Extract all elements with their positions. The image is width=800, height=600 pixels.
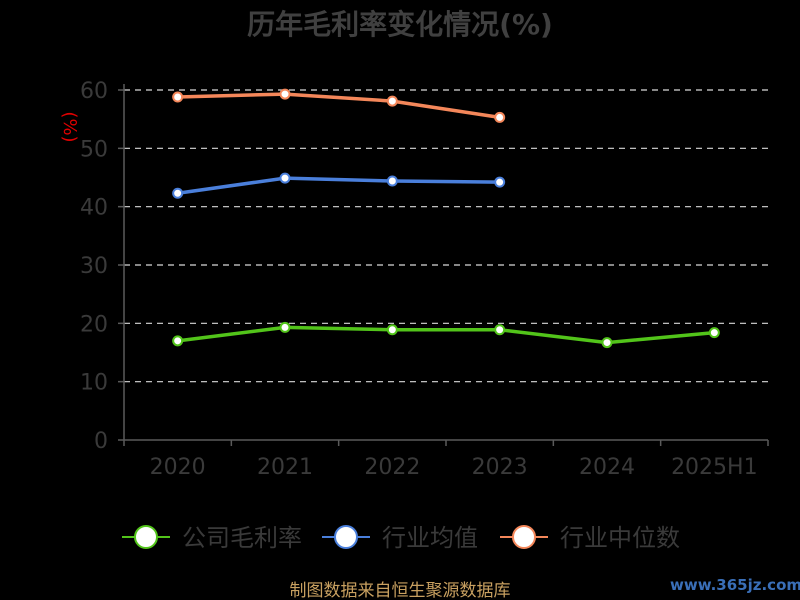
axes (118, 84, 769, 446)
grid-lines (124, 89, 768, 383)
y-tick-label: 40 (80, 196, 108, 221)
legend-label: 行业中位数 (560, 524, 680, 552)
data-point (172, 187, 184, 199)
source-note: 制图数据来自恒生聚源数据库 (290, 581, 511, 600)
x-tick-label: 2024 (579, 455, 635, 480)
series-line-2 (175, 92, 502, 120)
series-line-0 (175, 325, 717, 345)
y-tick-label: 50 (80, 137, 108, 162)
tick-labels: 0 10 20 30 40 50 60 2020 2021 2022 2023 2024 2025H1 (80, 79, 758, 480)
y-tick-label: 20 (80, 312, 108, 337)
x-tick-label: 2021 (257, 455, 313, 480)
data-point (172, 91, 184, 103)
y-tick-label: 30 (80, 254, 108, 279)
data-point (279, 321, 291, 333)
data-point (386, 95, 398, 107)
y-tick-label: 10 (80, 371, 108, 396)
legend-label: 公司毛利率 (182, 524, 302, 552)
legend-marker-1 (334, 525, 358, 549)
legend: 公司毛利率 行业均值 行业中位数 (122, 524, 680, 552)
data-point (279, 88, 291, 100)
data-point (386, 324, 398, 336)
series-line-1 (175, 176, 502, 195)
data-point (494, 176, 506, 188)
x-tick-label: 2022 (364, 455, 420, 480)
x-tick-label: 2023 (472, 455, 528, 480)
legend-marker-0 (134, 525, 158, 549)
series-lines (172, 88, 720, 349)
watermark: www.365jz.com (670, 576, 800, 594)
data-point (172, 335, 184, 347)
x-tick-label: 2020 (150, 455, 206, 480)
data-point (494, 111, 506, 123)
data-point (386, 175, 398, 187)
y-axis-label: (%) (59, 111, 80, 142)
data-point (279, 172, 291, 184)
data-point (708, 327, 720, 339)
data-point (494, 324, 506, 336)
data-point (601, 337, 613, 349)
y-tick-label: 60 (80, 79, 108, 104)
legend-marker-2 (512, 525, 536, 549)
chart-title: 历年毛利率变化情况(%) (247, 8, 553, 41)
legend-label: 行业均值 (382, 524, 478, 552)
y-tick-label: 0 (94, 429, 108, 454)
x-tick-label: 2025H1 (671, 455, 758, 480)
